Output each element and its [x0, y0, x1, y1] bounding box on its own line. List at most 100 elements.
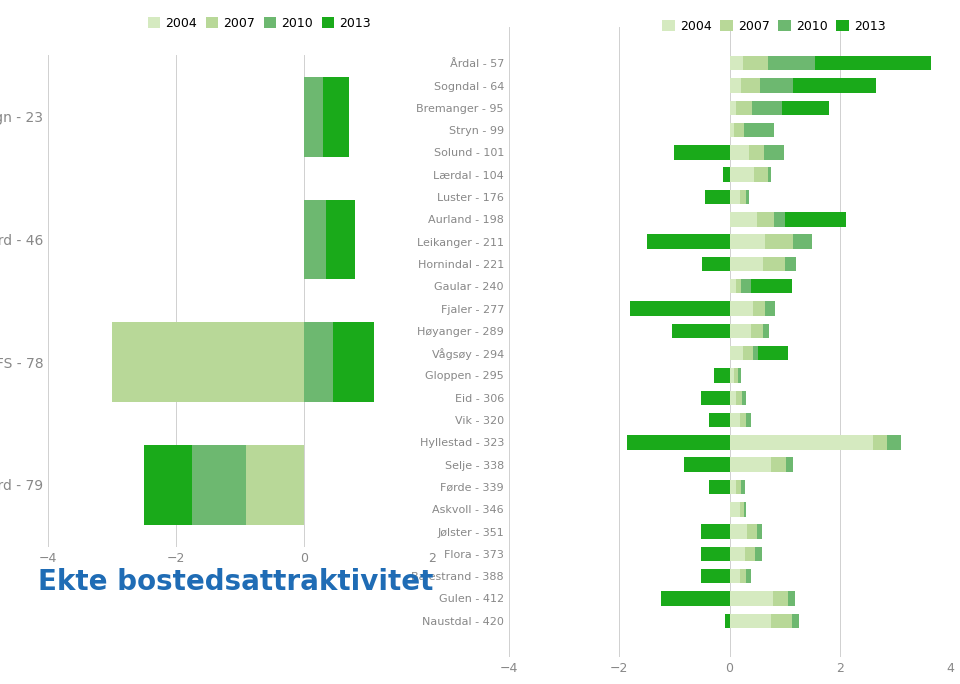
Bar — [674, 145, 730, 159]
Bar — [739, 189, 746, 205]
Bar — [684, 458, 730, 472]
Bar — [738, 368, 741, 383]
Bar — [736, 391, 742, 405]
Bar — [785, 212, 846, 226]
Bar — [746, 569, 751, 583]
Bar — [739, 413, 746, 428]
Bar — [741, 279, 751, 293]
Bar — [743, 346, 754, 360]
Bar — [730, 569, 739, 583]
Bar — [647, 235, 730, 249]
Bar — [304, 322, 333, 402]
Bar — [701, 391, 730, 405]
Bar — [793, 235, 812, 249]
Bar — [755, 547, 761, 561]
Bar — [734, 123, 744, 137]
Bar — [745, 547, 755, 561]
Bar — [747, 525, 757, 539]
Bar — [751, 279, 792, 293]
Bar — [730, 346, 743, 360]
Bar — [739, 569, 746, 583]
Bar — [746, 413, 751, 428]
Bar — [304, 77, 324, 157]
Bar — [744, 502, 746, 516]
Bar — [701, 547, 730, 561]
Bar — [630, 301, 730, 316]
Bar — [723, 168, 730, 182]
Bar — [771, 614, 792, 628]
Bar — [730, 368, 734, 383]
Bar — [874, 435, 887, 449]
Bar — [774, 212, 784, 226]
Bar — [672, 324, 730, 338]
Bar — [628, 435, 730, 449]
Bar — [734, 368, 738, 383]
Bar — [730, 301, 753, 316]
Bar — [660, 591, 730, 606]
Bar — [730, 235, 765, 249]
Bar — [333, 322, 374, 402]
Bar — [708, 479, 730, 495]
Bar — [326, 200, 355, 280]
Bar — [785, 256, 796, 271]
Bar — [786, 458, 793, 472]
Bar — [739, 502, 744, 516]
Bar — [144, 445, 192, 525]
Bar — [764, 145, 783, 159]
Bar — [782, 101, 828, 115]
Bar — [714, 368, 730, 383]
Bar — [730, 479, 736, 495]
Bar — [730, 212, 757, 226]
Bar — [773, 591, 788, 606]
Bar — [112, 322, 304, 402]
Bar — [725, 614, 730, 628]
Bar — [757, 525, 761, 539]
Bar — [730, 189, 739, 205]
Bar — [701, 569, 730, 583]
Bar — [753, 301, 765, 316]
Bar — [730, 435, 874, 449]
Bar — [730, 458, 771, 472]
Bar — [730, 324, 751, 338]
Bar — [757, 346, 788, 360]
Bar — [749, 145, 764, 159]
Bar — [751, 324, 762, 338]
Bar — [771, 458, 786, 472]
Bar — [762, 256, 785, 271]
Bar — [788, 591, 795, 606]
Bar — [247, 445, 304, 525]
Legend: 2004, 2007, 2010, 2013: 2004, 2007, 2010, 2013 — [658, 15, 890, 38]
Bar — [736, 101, 752, 115]
Bar — [192, 445, 247, 525]
Bar — [730, 413, 739, 428]
Bar — [730, 391, 736, 405]
Bar — [708, 413, 730, 428]
Bar — [730, 168, 755, 182]
Bar — [730, 547, 745, 561]
Bar — [762, 324, 769, 338]
Bar — [757, 212, 774, 226]
Bar — [765, 301, 775, 316]
Bar — [741, 479, 745, 495]
Bar — [765, 235, 793, 249]
Bar — [304, 200, 326, 280]
Bar — [754, 346, 757, 360]
Bar — [736, 479, 741, 495]
Bar — [736, 279, 741, 293]
Bar — [730, 525, 747, 539]
Bar — [741, 78, 760, 93]
Bar — [324, 77, 348, 157]
Bar — [730, 56, 743, 70]
Bar — [743, 56, 768, 70]
Bar — [793, 78, 876, 93]
Bar — [744, 123, 775, 137]
Bar — [815, 56, 931, 70]
Text: Ekte bostedsattraktivitet: Ekte bostedsattraktivitet — [38, 568, 434, 596]
Bar — [746, 189, 749, 205]
Bar — [742, 391, 746, 405]
Bar — [730, 591, 773, 606]
Bar — [752, 101, 782, 115]
Bar — [768, 168, 771, 182]
Legend: 2004, 2007, 2010, 2013: 2004, 2007, 2010, 2013 — [143, 12, 375, 35]
Bar — [768, 56, 815, 70]
